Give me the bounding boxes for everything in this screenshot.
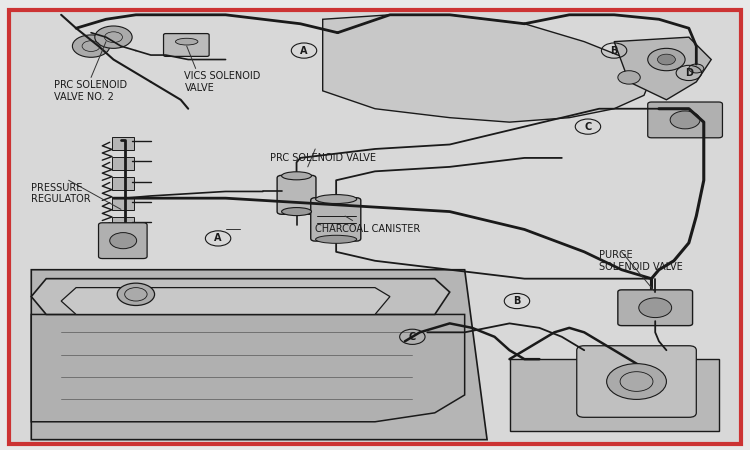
Ellipse shape: [316, 194, 357, 203]
FancyBboxPatch shape: [277, 176, 316, 214]
Polygon shape: [62, 288, 390, 315]
Circle shape: [658, 54, 676, 65]
Text: C: C: [584, 122, 592, 131]
Ellipse shape: [281, 172, 311, 180]
FancyBboxPatch shape: [112, 157, 134, 170]
Circle shape: [670, 111, 700, 129]
Circle shape: [648, 48, 685, 71]
Polygon shape: [322, 15, 652, 122]
Ellipse shape: [176, 38, 198, 45]
Ellipse shape: [281, 207, 311, 216]
Text: B: B: [610, 45, 618, 56]
Text: B: B: [513, 296, 520, 306]
Text: PRESSURE
REGULATOR: PRESSURE REGULATOR: [32, 183, 91, 204]
Polygon shape: [32, 270, 487, 440]
Polygon shape: [32, 315, 465, 422]
Circle shape: [607, 364, 667, 400]
Polygon shape: [509, 359, 718, 431]
FancyBboxPatch shape: [112, 137, 134, 150]
Circle shape: [94, 26, 132, 48]
Text: VICS SOLENOID
VALVE: VICS SOLENOID VALVE: [184, 71, 261, 93]
Circle shape: [117, 283, 154, 306]
Text: PRC SOLENOID VALVE: PRC SOLENOID VALVE: [271, 153, 376, 163]
Text: C: C: [409, 332, 416, 342]
FancyBboxPatch shape: [618, 290, 692, 326]
Text: A: A: [300, 45, 307, 56]
Text: PRC SOLENOID
VALVE NO. 2: PRC SOLENOID VALVE NO. 2: [54, 80, 127, 102]
Circle shape: [639, 298, 672, 318]
Polygon shape: [614, 37, 711, 100]
FancyBboxPatch shape: [648, 102, 722, 138]
Text: D: D: [685, 68, 693, 78]
Circle shape: [618, 71, 640, 84]
Ellipse shape: [316, 235, 357, 243]
FancyBboxPatch shape: [98, 223, 147, 259]
Circle shape: [688, 64, 703, 73]
Polygon shape: [32, 279, 450, 315]
Text: A: A: [214, 234, 222, 243]
Text: CHARCOAL CANISTER: CHARCOAL CANISTER: [315, 225, 421, 234]
FancyBboxPatch shape: [577, 346, 696, 417]
FancyBboxPatch shape: [164, 34, 209, 56]
FancyBboxPatch shape: [112, 197, 134, 210]
Text: PURGE
SOLENOID VALVE: PURGE SOLENOID VALVE: [599, 250, 683, 272]
FancyBboxPatch shape: [112, 177, 134, 190]
FancyBboxPatch shape: [112, 217, 134, 230]
FancyBboxPatch shape: [310, 198, 361, 241]
Circle shape: [72, 35, 110, 57]
Circle shape: [110, 233, 136, 249]
FancyBboxPatch shape: [9, 10, 741, 444]
